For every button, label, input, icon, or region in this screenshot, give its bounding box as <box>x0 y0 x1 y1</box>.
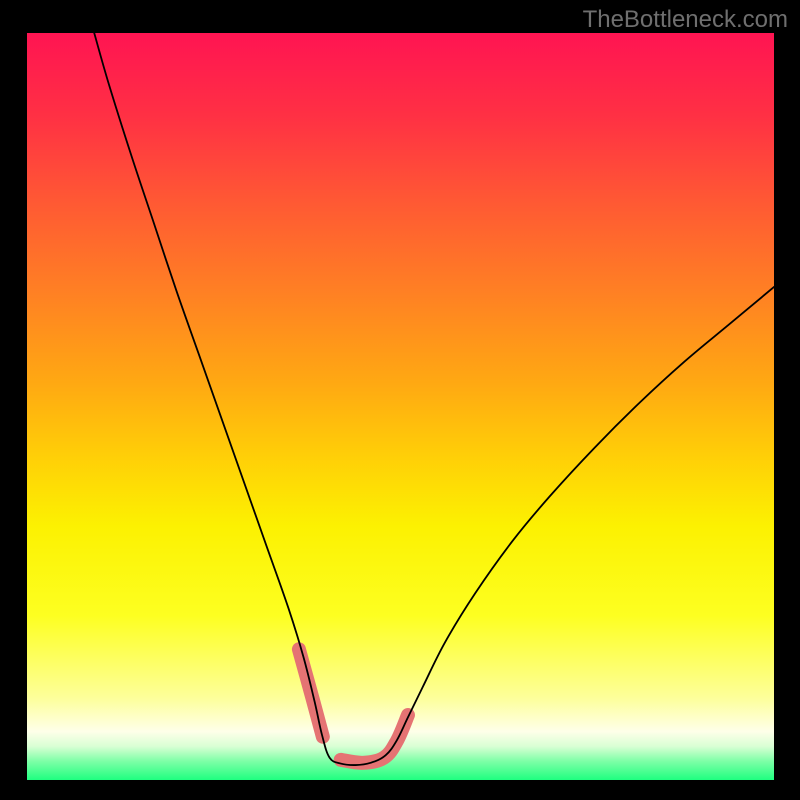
watermark-text: TheBottleneck.com <box>583 6 788 34</box>
bottleneck-chart <box>27 33 774 780</box>
gradient-background <box>27 33 774 780</box>
chart-stage: TheBottleneck.com <box>0 0 800 800</box>
plot-area <box>27 33 774 780</box>
